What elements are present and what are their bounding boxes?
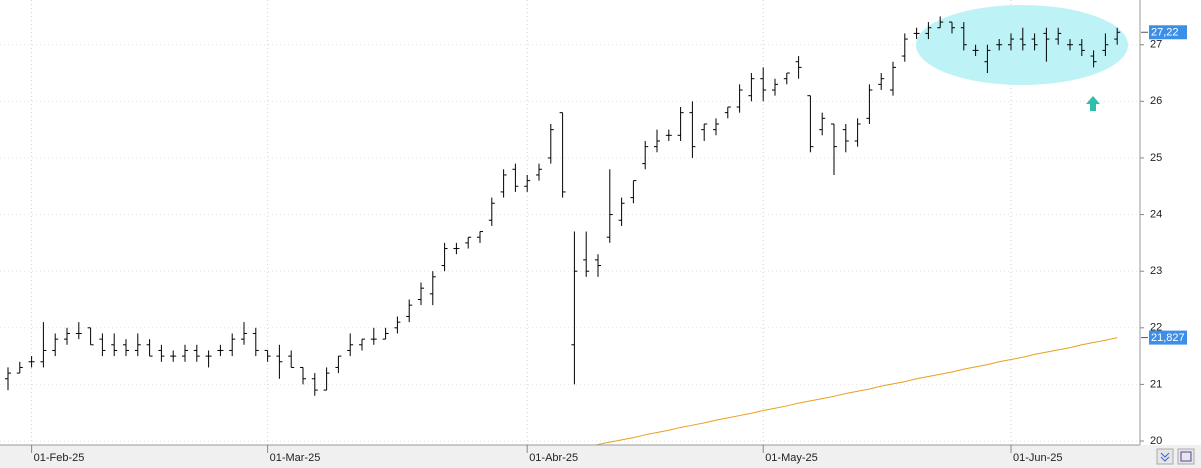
x-tick-label: 01-Feb-25 — [34, 452, 85, 464]
save-button[interactable] — [1177, 448, 1195, 465]
y-tick-label: 23 — [1150, 265, 1162, 277]
y-tick-label: 20 — [1150, 435, 1162, 447]
last-value-label: 27,22 — [1151, 27, 1179, 39]
y-tick-label: 25 — [1150, 152, 1162, 164]
x-tick-label: 01-Jun-25 — [1013, 452, 1063, 464]
up-arrow — [1086, 96, 1100, 111]
x-axis-strip — [0, 445, 1201, 468]
last-value-box — [1149, 25, 1187, 40]
y-tick-label: 26 — [1150, 95, 1162, 107]
x-tick-label: 01-Abr-25 — [529, 452, 578, 464]
toolbar — [1156, 448, 1195, 465]
x-tick-label: 01-Mar-25 — [270, 452, 321, 464]
y-tick-label: 27 — [1150, 39, 1162, 51]
y-tick-label: 24 — [1150, 208, 1162, 220]
x-tick-label: 01-May-25 — [765, 452, 818, 464]
save-icon — [1180, 451, 1192, 462]
y-tick-label: 21 — [1150, 378, 1162, 390]
last-value-box — [1149, 330, 1187, 345]
collapse-icon — [1160, 452, 1170, 458]
collapse-icon — [1160, 456, 1170, 462]
plot — [5, 16, 1121, 445]
highlight-ellipse — [916, 5, 1128, 85]
overlay-line — [593, 337, 1118, 445]
last-value-label: 21,827 — [1151, 332, 1185, 344]
